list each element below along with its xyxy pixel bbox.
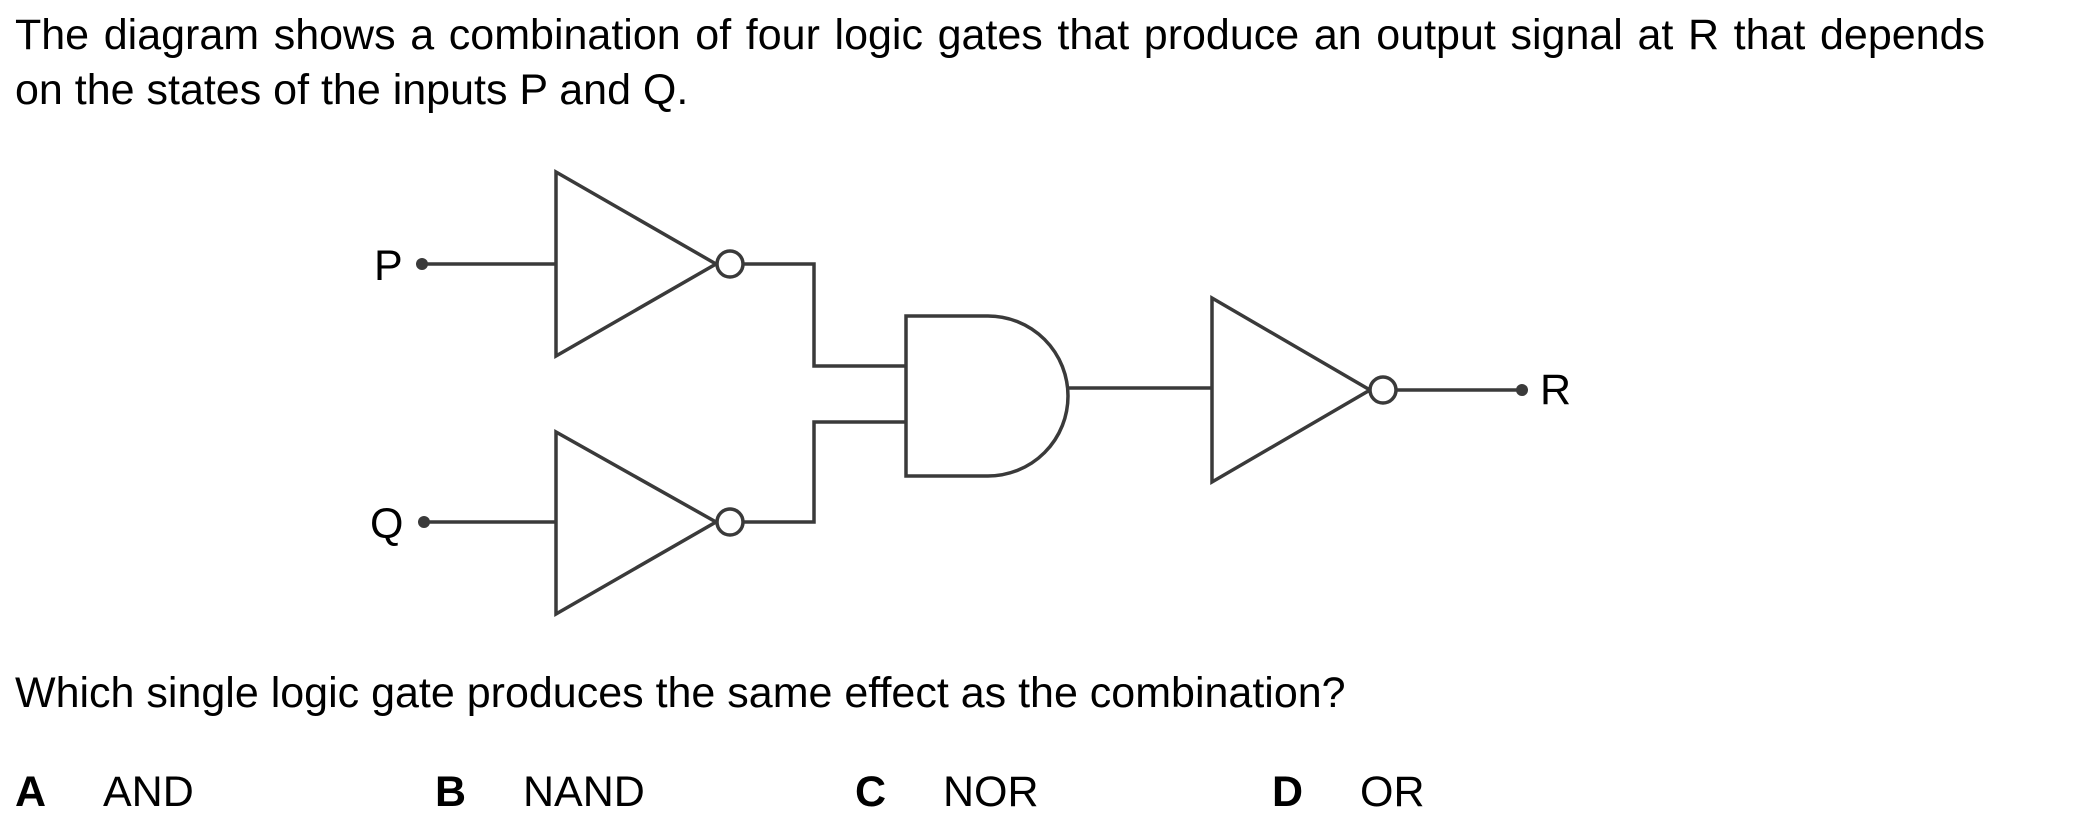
option-c-letter: C [855, 768, 887, 816]
option-b[interactable]: B NAND [435, 765, 645, 820]
option-a-text: AND [103, 768, 194, 816]
and-gate [904, 314, 1070, 478]
wire-not-p-to-and-gate [743, 262, 906, 368]
intro-text: The diagram shows a combination of four … [15, 11, 1985, 114]
question-text: Which single logic gate produces the sam… [15, 669, 1346, 717]
option-d[interactable]: D OR [1272, 765, 1425, 820]
input-q-label: Q [370, 500, 403, 548]
not-gate-output [1210, 294, 1374, 486]
output-r-terminal [1516, 384, 1528, 396]
not-gate-p [554, 168, 720, 360]
option-d-text: OR [1360, 768, 1425, 816]
option-a[interactable]: A AND [15, 765, 194, 820]
option-a-letter: A [15, 768, 47, 816]
option-b-text: NAND [523, 768, 645, 816]
option-b-letter: B [435, 768, 467, 816]
option-c-text: NOR [943, 768, 1039, 816]
option-d-letter: D [1272, 768, 1304, 816]
input-p-label: P [374, 242, 403, 290]
not-gate-q-bubble [715, 507, 745, 537]
not-gate-q [554, 429, 720, 618]
wire-not-q-to-and-gate [743, 420, 906, 524]
not-gate-output-bubble [1368, 375, 1398, 405]
option-c[interactable]: C NOR [855, 765, 1039, 820]
not-gate-p-bubble [715, 249, 745, 279]
output-r-label: R [1540, 366, 1571, 414]
